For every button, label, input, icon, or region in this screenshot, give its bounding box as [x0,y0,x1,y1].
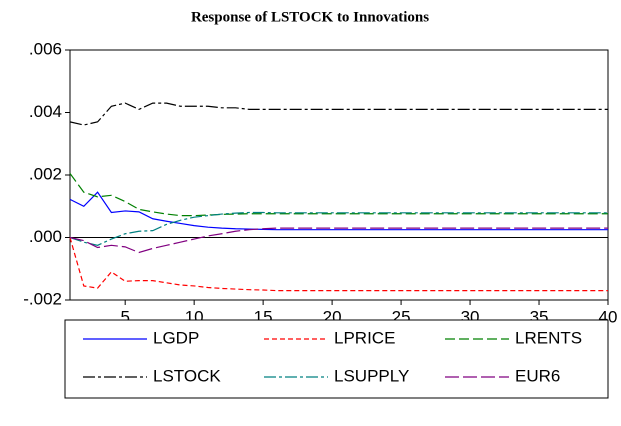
y-tick-label: .000 [29,227,62,246]
y-tick-label: -.002 [23,289,62,308]
y-tick-label: .002 [29,164,62,183]
series-line [69,227,608,254]
chart-title: Response of LSTOCK to Innovations [191,9,429,25]
legend-label: LPRICE [334,328,395,347]
legend-label: EUR6 [515,366,560,385]
series-line [69,173,608,217]
series-line [69,237,608,292]
series-line [69,191,608,231]
y-tick-label: .004 [29,102,62,121]
legend-label: LGDP [153,328,199,347]
plot-frame [69,49,609,301]
legend-label: LSUPPLY [334,366,409,385]
series-line [69,211,608,246]
x-tick-label: 5 [120,307,129,326]
series-line [69,102,608,126]
y-tick-label: .006 [29,39,62,58]
legend-box [64,319,609,399]
legend-label: LRENTS [515,328,582,347]
legend-label: LSTOCK [153,366,221,385]
